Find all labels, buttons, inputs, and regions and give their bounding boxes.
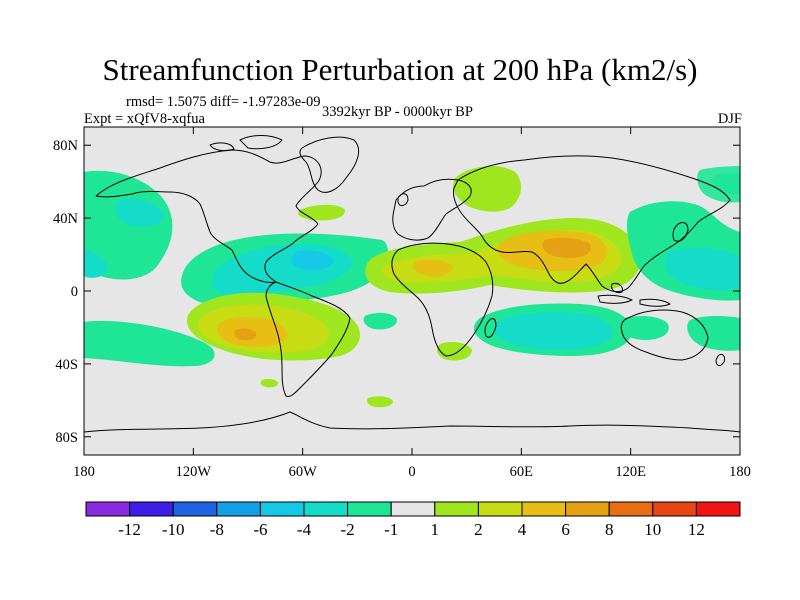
colorbar-label: -4 [297,520,312,539]
contour-region-sw-green [84,320,215,367]
rmsd-diff-text: rmsd= 1.5075 diff= -1.97283e-09 [126,94,321,110]
lon-tick-label: 60W [289,464,318,480]
lon-tick-label: 0 [408,464,415,480]
colorbar-label: -1 [384,520,398,539]
colorbar-box [216,501,261,517]
coast-asia [453,155,731,293]
colorbar-box [303,501,349,517]
season-text: DJF [717,111,742,127]
contour-region-carib-blue [291,250,334,271]
colorbar-label: -8 [210,520,224,539]
plot-title: Streamfunction Perturbation at 200 hPa (… [102,52,698,87]
lon-tick-label: 180 [729,464,751,480]
lon-tick-label: 180 [73,464,95,480]
lat-tick-label: 0 [71,284,78,300]
coast-south-america [265,281,351,397]
lat-tick-label: 80N [53,138,79,154]
colorbar-label: -6 [253,520,267,539]
colorbar-box [477,501,523,517]
colorbar-box [172,501,218,517]
coast-madagascar [484,318,497,338]
coastlines [84,135,740,433]
period-text: 3392kyr BP - 0000kyr BP [322,104,473,120]
experiment-text: Expt = xQfV8-xqfua [84,111,205,127]
colorbar-label: 12 [688,520,705,539]
lat-tick-label: 80S [55,430,78,446]
lon-tick-label: 120E [615,464,646,480]
colorbar-box [259,501,305,517]
colorbar-box [347,501,392,517]
colorbar-label: 10 [644,520,661,539]
coast-new-zealand [715,353,725,367]
contour-region-nafrica-orange [413,259,452,277]
colorbar-label: 4 [518,520,527,539]
lon-tick-label: 120W [176,464,212,480]
contour-region-edge-cyan [84,250,108,278]
colorbar-label: -10 [162,520,185,539]
colorbar: -12 -10 -8 -6 -4 -2 -1 1 2 4 6 8 10 12 [85,501,741,539]
coast-antarctica [84,411,740,433]
colorbar-box [695,501,741,517]
colorbar-box [390,501,436,517]
coast-greenland [299,136,359,193]
coast-uk [397,193,409,207]
contour-region-npac-cyan [115,198,165,227]
contour-region-wpac-cyan [664,247,740,291]
colorbar-box [521,501,567,517]
contour-region-e-edge-green [687,316,740,351]
contour-region-siberia-green [453,166,522,212]
contour-region-ne-green [697,166,740,203]
contour-region-sepac-darkorange [233,328,257,341]
contour-region-asia-darkorange [542,237,591,258]
contour-fills [84,166,740,408]
contour-region-s-atl-green [363,312,398,330]
colorbar-box [565,501,610,517]
colorbar-box [652,501,697,517]
coast-japan [672,222,689,242]
lat-tick-label: 40N [53,211,79,227]
colorbar-label: 2 [474,520,483,539]
lat-ticks: 80N 40N 0 40S 80S [53,138,740,446]
coast-north-america [95,149,322,283]
contour-region-npac-green [84,170,173,280]
colorbar-box [85,501,131,517]
colorbar-box [129,501,174,517]
coast-africa [391,242,494,357]
colorbar-label: -2 [341,520,355,539]
lat-tick-label: 40S [55,357,78,373]
colorbar-box [434,501,479,517]
contour-region-io-cyan [494,312,613,350]
colorbar-label: -12 [118,520,141,539]
colorbar-label: 8 [605,520,614,539]
colorbar-box [608,501,654,517]
coast-australia [620,309,709,361]
contour-region-s-atl-small [366,396,393,408]
coast-arctic-islands [209,135,283,152]
coast-indonesia [597,283,671,307]
contour-region-aus-green [617,316,669,340]
lon-tick-label: 60E [510,464,534,480]
lon-ticks: 180 120W 60W 0 60E 120E 180 [73,127,751,480]
colorbar-label: 6 [561,520,570,539]
colorbar-label: 1 [431,520,440,539]
contour-region-natl-green [298,204,346,221]
contour-region-s-pac-small [260,379,278,388]
